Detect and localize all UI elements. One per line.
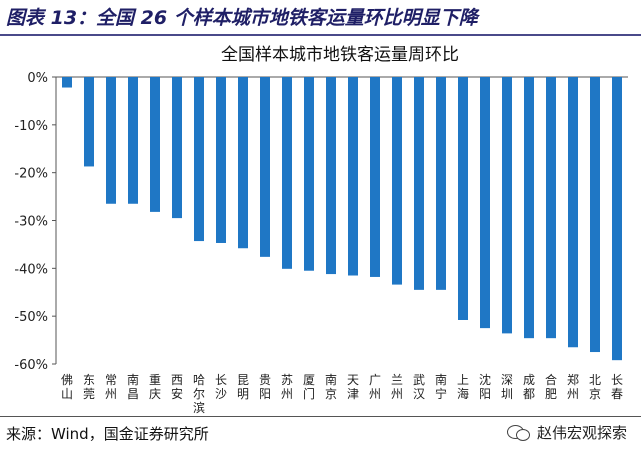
x-tick-label: 合肥 — [545, 372, 557, 401]
chart-container: 全国样本城市地铁客运量周环比 0% -10% -20% -30% -40% -50% -60… — [0, 36, 641, 416]
bar — [172, 77, 182, 219]
bar — [106, 77, 116, 204]
y-tick-label: -10% — [14, 119, 48, 134]
x-tick-label: 北京 — [589, 373, 601, 401]
x-tick-labels: 佛山东莞常州南昌重庆西安哈尔滨长沙昆明贵阳苏州厦门南京天津广州兰州武汉南宁上海沈… — [61, 372, 623, 415]
bar — [128, 77, 138, 204]
x-tick-label: 南昌 — [127, 372, 139, 401]
x-tick-label: 天津 — [347, 373, 359, 401]
figure-title: 图表 13：全国 26 个样本城市地铁客运量环比明显下降 — [6, 7, 478, 29]
bar — [348, 77, 358, 276]
bar — [502, 77, 512, 334]
y-tick-label: -60% — [14, 358, 48, 373]
bar — [62, 77, 72, 88]
bar — [216, 77, 226, 243]
bar — [590, 77, 600, 353]
source-note: 来源：Wind，国金证券研究所 — [6, 425, 209, 443]
x-tick-label: 贵阳 — [259, 373, 271, 401]
wechat-icon — [506, 423, 531, 441]
x-tick-label: 重庆 — [149, 373, 161, 401]
bar — [304, 77, 314, 271]
watermark-text: 赵伟宏观探索 — [536, 423, 627, 442]
bar — [414, 77, 424, 290]
x-tick-label: 长沙 — [215, 373, 227, 401]
watermark: 赵伟宏观探索 — [506, 418, 627, 446]
x-tick-label: 东莞 — [83, 373, 95, 401]
y-tick-label: -20% — [14, 167, 48, 182]
x-tick-label: 深圳 — [501, 373, 513, 401]
bottom-divider — [0, 416, 641, 417]
x-tick-label: 郑州 — [567, 372, 579, 401]
x-tick-label: 成都 — [523, 373, 535, 401]
top-divider — [0, 34, 641, 36]
bar — [370, 77, 380, 277]
x-tick-label: 广州 — [369, 373, 381, 401]
bar — [150, 77, 160, 212]
x-tick-label: 哈尔滨 — [193, 373, 205, 415]
x-tick-label: 西安 — [171, 373, 183, 401]
bar — [84, 77, 94, 167]
x-tick-label: 昆明 — [237, 373, 249, 401]
bar — [282, 77, 292, 269]
x-tick-label: 厦门 — [303, 373, 315, 401]
y-tick-label: 0% — [27, 71, 48, 86]
x-tick-label: 兰州 — [391, 373, 403, 401]
bar — [260, 77, 270, 257]
bar — [458, 77, 468, 320]
bar — [546, 77, 556, 339]
bar-chart: 全国样本城市地铁客运量周环比 0% -10% -20% -30% -40% -50% -60… — [14, 45, 628, 415]
x-tick-label: 佛山 — [61, 373, 73, 401]
y-tick-label: -30% — [14, 215, 48, 230]
x-tick-label: 上海 — [457, 373, 469, 401]
x-tick-label: 长春 — [611, 373, 623, 401]
bar — [238, 77, 248, 249]
x-tick-label: 武汉 — [413, 373, 425, 401]
bar — [392, 77, 402, 285]
bar — [568, 77, 578, 348]
x-tick-label: 沈阳 — [479, 372, 491, 401]
bar — [194, 77, 204, 242]
x-tick-label: 常州 — [105, 373, 117, 401]
bar — [326, 77, 336, 275]
bar — [436, 77, 446, 290]
bar — [524, 77, 534, 339]
x-tick-label: 苏州 — [281, 373, 293, 401]
x-tick-label: 南京 — [325, 372, 337, 401]
bar — [480, 77, 490, 329]
bars-group — [62, 77, 622, 361]
y-tick-label: -50% — [14, 310, 48, 325]
bar — [612, 77, 622, 361]
chart-title: 全国样本城市地铁客运量周环比 — [221, 45, 459, 65]
x-tick-label: 南宁 — [435, 372, 447, 401]
y-tick-label: -40% — [14, 262, 48, 277]
